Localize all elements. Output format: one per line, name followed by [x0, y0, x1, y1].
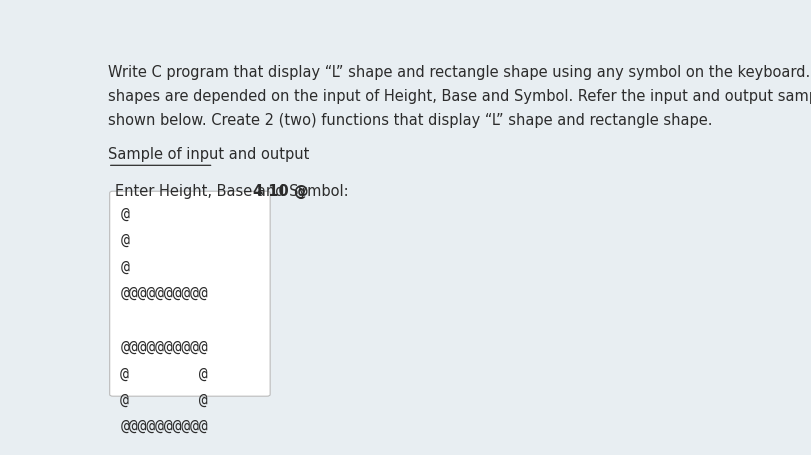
Text: 4 10 @: 4 10 @ [252, 184, 307, 199]
Text: Sample of input and output: Sample of input and output [108, 147, 309, 162]
FancyBboxPatch shape [109, 191, 270, 396]
Text: @: @ [120, 259, 129, 274]
Text: Write C program that display “L” shape and rectangle shape using any symbol on t: Write C program that display “L” shape a… [108, 65, 811, 80]
Text: Enter Height, Base and Symbol:: Enter Height, Base and Symbol: [115, 184, 353, 199]
Text: @        @: @ @ [120, 366, 208, 381]
Text: shapes are depended on the input of Height, Base and Symbol. Refer the input and: shapes are depended on the input of Heig… [108, 89, 811, 104]
Text: @: @ [120, 207, 129, 222]
Text: @@@@@@@@@@: @@@@@@@@@@ [120, 419, 208, 434]
Text: shown below. Create 2 (two) functions that display “L” shape and rectangle shape: shown below. Create 2 (two) functions th… [108, 113, 711, 128]
Text: @: @ [120, 233, 129, 248]
Text: @@@@@@@@@@: @@@@@@@@@@ [120, 286, 208, 301]
Text: @@@@@@@@@@: @@@@@@@@@@ [120, 340, 208, 355]
Text: @        @: @ @ [120, 393, 208, 408]
